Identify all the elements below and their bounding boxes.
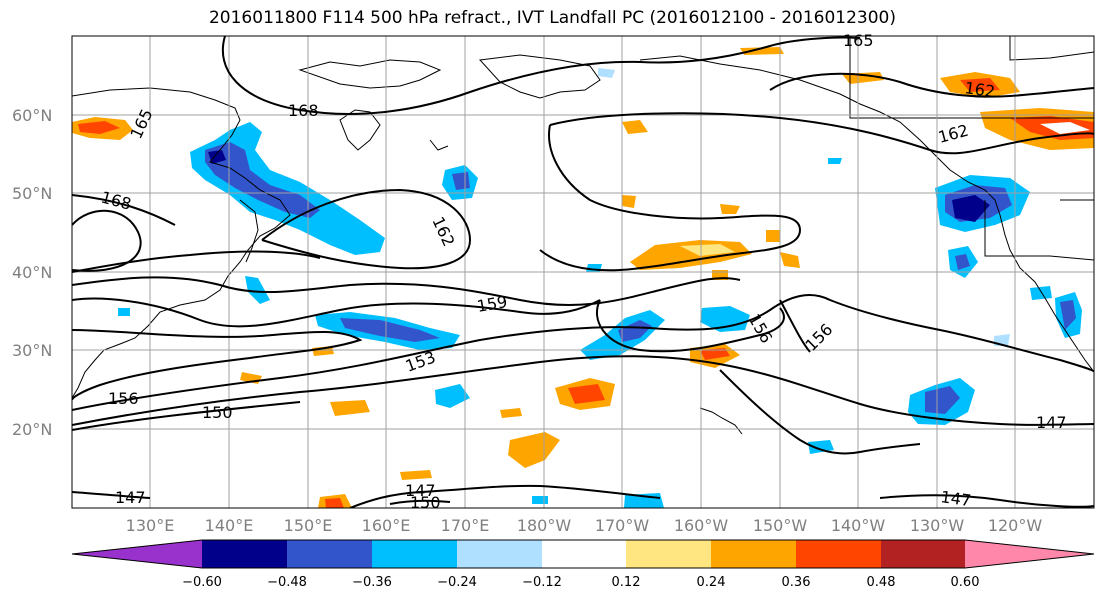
colorbar-tick-label: 0.36 [782, 575, 811, 590]
lon-label: 120°W [988, 516, 1043, 535]
lon-label: 160°E [362, 516, 411, 535]
contour-label: 168 [288, 101, 319, 120]
colorbar-segment [542, 540, 626, 568]
contour-label: 150 [202, 403, 233, 422]
colorbar-segment [457, 540, 542, 568]
contour-label: 165 [843, 31, 874, 50]
refractivity-contours [72, 36, 1094, 508]
lon-label: 130°E [126, 516, 175, 535]
colorbar-tick-label: −0.60 [182, 575, 222, 590]
map-title: 2016011800 F114 500 hPa refract., IVT La… [208, 8, 896, 28]
contour-label: 147 [939, 487, 972, 510]
colorbar-segment [965, 540, 1094, 568]
contour-label: 147 [1036, 413, 1067, 432]
colorbar-tick-label: −0.24 [437, 575, 477, 590]
colorbar-tick-label: 0.24 [697, 575, 726, 590]
lon-label: 150°W [753, 516, 808, 535]
lon-label: 170°W [595, 516, 650, 535]
lon-label: 180°W [517, 516, 572, 535]
colorbar: −0.60 −0.48 −0.36 −0.24 −0.12 0.12 0.24 … [71, 539, 1095, 590]
colorbar-segment [796, 540, 881, 568]
lat-label: 20°N [12, 420, 52, 439]
lon-label: 140°W [831, 516, 886, 535]
colorbar-segment [287, 540, 372, 568]
colorbar-segment [626, 540, 711, 568]
lat-label: 30°N [12, 341, 52, 360]
colorbar-tick-label: −0.36 [352, 575, 392, 590]
colorbar-tick-label: 0.48 [867, 575, 896, 590]
contour-label: 150 [410, 493, 441, 512]
colorbar-tick-label: −0.12 [522, 575, 562, 590]
colorbar-tick-label: 0.12 [612, 575, 641, 590]
lat-label: 50°N [12, 184, 52, 203]
lon-label: 150°E [284, 516, 333, 535]
lon-label: 130°W [910, 516, 965, 535]
lat-label: 60°N [12, 106, 52, 125]
contour-label: 162 [963, 78, 996, 101]
contour-label: 156 [108, 389, 139, 408]
graticule [72, 36, 1094, 508]
lat-label: 40°N [12, 263, 52, 282]
colorbar-segment [881, 540, 965, 568]
plot-frame [71, 35, 1095, 509]
longitude-labels: 130°E 140°E 150°E 160°E 170°E 180°W 170°… [126, 516, 1043, 535]
colorbar-tick-label: 0.60 [951, 575, 980, 590]
colorbar-segment [372, 540, 457, 568]
colorbar-segment [711, 540, 796, 568]
latitude-labels: 60°N 50°N 40°N 30°N 20°N [12, 106, 52, 439]
colorbar-segment [202, 540, 287, 568]
lon-label: 140°E [205, 516, 254, 535]
negative-anomaly-patches [118, 68, 1082, 508]
lon-label: 170°E [441, 516, 490, 535]
colorbar-segment [72, 540, 202, 568]
contour-label: 147 [405, 481, 436, 500]
contour-label: 147 [115, 488, 146, 507]
colorbar-ticks: −0.60 −0.48 −0.36 −0.24 −0.12 0.12 0.24 … [182, 575, 979, 590]
lon-label: 160°W [674, 516, 729, 535]
colorbar-outline [71, 539, 1095, 569]
colorbar-tick-label: −0.48 [267, 575, 307, 590]
